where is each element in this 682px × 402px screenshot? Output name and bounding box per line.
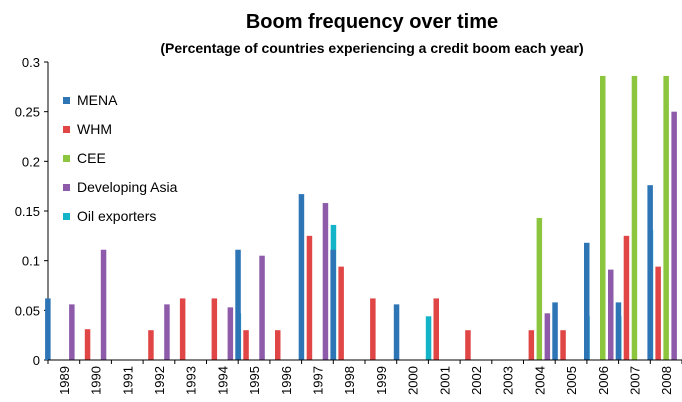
x-tick-label: 1992	[152, 366, 167, 395]
legend-label: Developing Asia	[77, 179, 178, 195]
bar-mena	[235, 249, 241, 360]
bar-oil-exporters	[425, 316, 432, 360]
bar-whm	[655, 266, 661, 360]
bar-cee	[536, 217, 543, 360]
bar-mena	[298, 194, 305, 360]
bar-developing-asia	[100, 249, 107, 360]
x-tick-label: 1996	[279, 366, 294, 395]
x-tick-label: 1989	[57, 366, 72, 395]
bars	[45, 75, 677, 360]
legend-label: WHM	[77, 121, 112, 137]
legend-label: Oil exporters	[77, 208, 156, 224]
y-tick-label: 0.1	[22, 254, 40, 269]
bar-whm	[211, 298, 218, 360]
bar-mena	[393, 304, 400, 360]
x-tick-label: 1993	[184, 366, 199, 395]
bar-whm	[275, 330, 281, 360]
bar-whm	[148, 330, 154, 360]
bar-whm	[433, 298, 439, 360]
y-tick-label: 0.3	[22, 55, 40, 70]
bar-mena	[330, 249, 336, 360]
y-tick-label: 0.2	[22, 154, 40, 169]
x-tick-label: 1998	[342, 366, 357, 395]
x-tick-label: 2008	[659, 366, 674, 395]
bar-whm	[623, 235, 630, 360]
bar-whm	[243, 330, 249, 360]
y-axis: 0 0.05 0.1 0.15 0.2 0.25 0.3	[15, 55, 49, 368]
x-tick-label: 2005	[564, 366, 579, 395]
bar-mena	[615, 302, 622, 360]
x-tick-label: 2002	[469, 366, 484, 395]
legend: MENA WHM CEE Developing Asia Oil exporters	[63, 92, 178, 224]
bar-developing-asia	[69, 304, 75, 360]
legend-label: MENA	[77, 92, 118, 108]
x-tick-label: 2000	[406, 366, 421, 395]
x-tick-label: 1994	[215, 366, 230, 395]
bar-cee	[663, 75, 669, 360]
bar-whm	[465, 330, 471, 360]
bar-cee	[600, 75, 606, 360]
bar-whm	[84, 329, 91, 360]
bar-mena	[584, 242, 590, 360]
legend-swatch	[63, 213, 70, 220]
bar-developing-asia	[544, 313, 551, 360]
legend-swatch	[63, 184, 70, 191]
x-tick-label: 1999	[374, 366, 389, 395]
y-tick-label: 0.05	[15, 303, 40, 318]
bar-whm	[306, 235, 313, 360]
chart-title: Boom frequency over time	[246, 11, 498, 33]
bar-whm	[528, 330, 535, 360]
x-tick-label: 1991	[120, 366, 135, 395]
bar-developing-asia	[164, 304, 170, 360]
x-tick-label: 1990	[89, 366, 104, 395]
x-tick-label: 2003	[501, 366, 516, 395]
x-axis: 1989 1990 1991 1992 1993 1994 1995 1996 1997 1998…	[47, 359, 682, 395]
x-tick-label: 1995	[247, 366, 262, 395]
x-tick-label: 1997	[310, 366, 325, 395]
bar-whm	[370, 298, 376, 360]
bar-developing-asia	[227, 307, 234, 360]
bar-whm	[560, 330, 566, 360]
bar-cee	[631, 75, 638, 360]
bar-whm	[338, 266, 344, 360]
bar-developing-asia	[259, 255, 265, 360]
x-tick-label: 2004	[532, 366, 547, 395]
y-tick-label: 0.25	[15, 105, 40, 120]
x-tick-label: 2006	[596, 366, 611, 395]
legend-label: CEE	[77, 150, 106, 166]
bar-developing-asia	[322, 203, 329, 360]
legend-swatch	[63, 126, 70, 133]
x-tick-label: 2001	[437, 366, 452, 395]
bar-mena	[45, 298, 51, 360]
legend-swatch	[63, 155, 70, 162]
bar-mena	[552, 302, 558, 360]
bar-developing-asia	[671, 111, 677, 360]
bar-mena	[647, 185, 653, 360]
y-tick-label: 0	[33, 353, 40, 368]
bar-developing-asia	[608, 269, 614, 360]
legend-swatch	[63, 97, 70, 104]
x-tick-label: 2007	[627, 366, 642, 395]
chart-subtitle: (Percentage of countries experiencing a …	[160, 40, 583, 56]
bar-whm	[179, 298, 186, 360]
y-tick-label: 0.15	[15, 204, 40, 219]
